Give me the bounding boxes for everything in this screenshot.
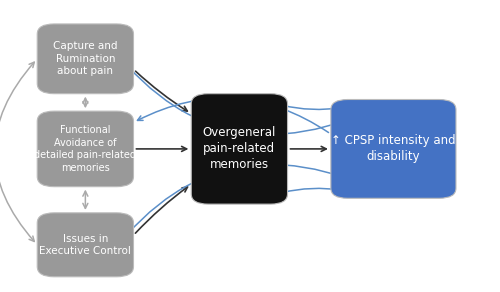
Text: Capture and
Rumination
about pain: Capture and Rumination about pain [53, 41, 118, 76]
Text: Overgeneral
pain-related
memories: Overgeneral pain-related memories [202, 126, 276, 171]
FancyBboxPatch shape [37, 24, 134, 94]
FancyBboxPatch shape [37, 111, 134, 187]
FancyBboxPatch shape [37, 213, 134, 277]
FancyBboxPatch shape [192, 94, 288, 204]
Text: ↑ CPSP intensity and
disability: ↑ CPSP intensity and disability [331, 134, 456, 164]
Text: Issues in
Executive Control: Issues in Executive Control [40, 234, 132, 256]
Text: Functional
Avoidance of
detailed pain-related
memories: Functional Avoidance of detailed pain-re… [34, 125, 136, 173]
FancyBboxPatch shape [331, 100, 456, 198]
